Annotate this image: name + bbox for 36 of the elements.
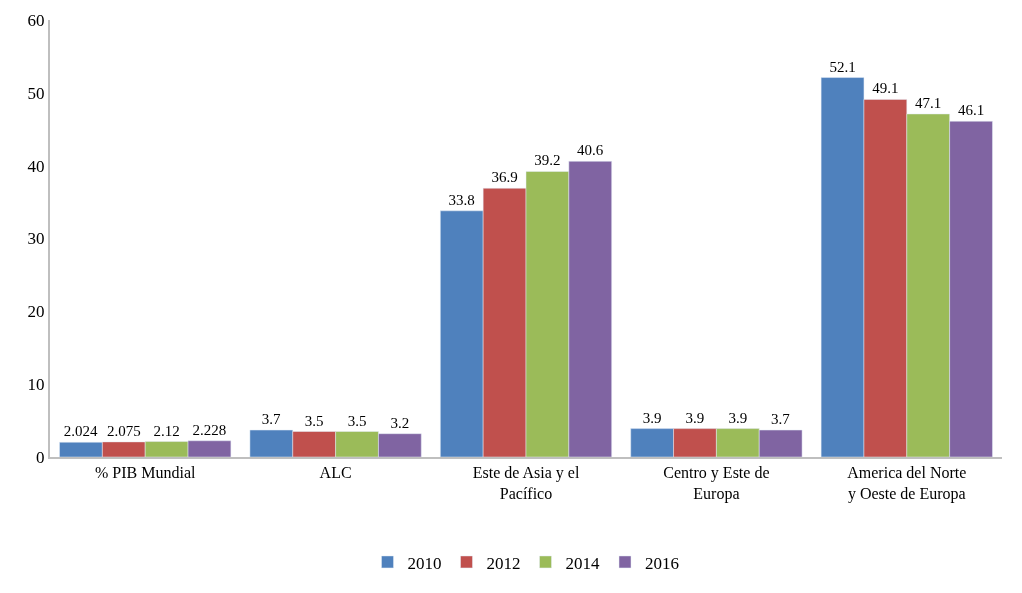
y-tick-label: 30 — [27, 229, 45, 249]
data-label: 36.9 — [491, 169, 518, 186]
data-label: 3.7 — [771, 411, 791, 428]
y-tick-label: 40 — [27, 156, 45, 176]
y-tick-label: 50 — [27, 83, 45, 103]
y-tick-label: 0 — [36, 447, 45, 467]
legend-label: 2012 — [486, 553, 521, 573]
legend-label: 2014 — [565, 553, 600, 573]
data-label: 2.024 — [63, 423, 99, 440]
x-tick-label: Centro y Este de Europa — [663, 464, 770, 503]
data-label: 46.1 — [957, 102, 985, 119]
data-label: 2.12 — [153, 422, 180, 439]
legend-label: 2010 — [407, 553, 442, 573]
data-label: 2.228 — [192, 421, 227, 438]
data-label: 3.2 — [390, 414, 410, 431]
data-label: 3.9 — [642, 409, 662, 426]
x-tick-label: ALC — [319, 464, 352, 482]
data-label: 3.7 — [261, 411, 281, 428]
data-label: 3.5 — [304, 412, 324, 429]
data-label: 3.9 — [728, 409, 748, 426]
y-tick-label: 10 — [27, 375, 45, 395]
data-label: 3.5 — [347, 412, 367, 429]
x-tick-label: % PIB Mundial — [94, 464, 196, 482]
data-label: 33.8 — [448, 191, 475, 208]
data-label: 47.1 — [915, 94, 942, 111]
data-label: 3.9 — [685, 409, 705, 426]
data-label: 52.1 — [829, 58, 856, 75]
data-label: 49.1 — [872, 80, 899, 97]
y-tick-label: 20 — [27, 302, 45, 322]
data-label: 2.075 — [106, 422, 141, 439]
legend-label: 2016 — [645, 553, 679, 573]
x-tick-label: Este de Asia y el Pacífico — [472, 464, 580, 502]
data-label: 39.2 — [534, 152, 561, 169]
y-tick-label: 60 — [27, 10, 45, 30]
data-label: 40.6 — [576, 142, 604, 159]
x-tick-label: America del Norte y Oeste de Europa — [847, 464, 967, 503]
